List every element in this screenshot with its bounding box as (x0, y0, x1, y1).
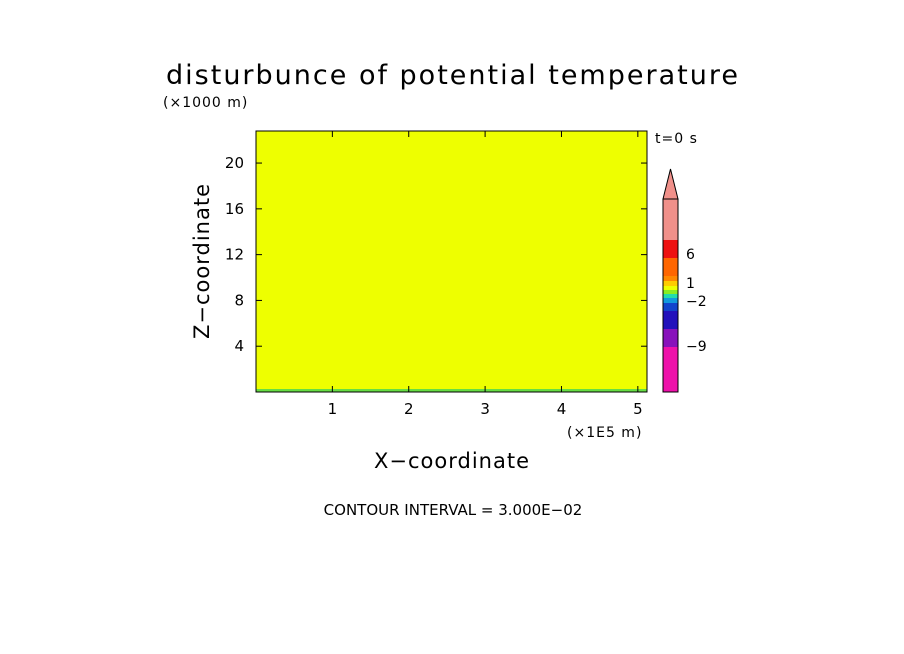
chart-title: disturbunce of potential temperature (166, 60, 740, 91)
colorbar-tick-label: −2 (686, 294, 707, 310)
colorbar-segment (663, 281, 678, 286)
colorbar-segment (663, 329, 678, 347)
colorbar-tick-label: 1 (686, 276, 695, 292)
colorbar-segment (663, 276, 678, 281)
colorbar-segment (663, 286, 678, 290)
x-tick-label: 3 (480, 400, 490, 418)
x-axis: 1 2 3 4 5 (328, 131, 643, 418)
colorbar-segment (663, 258, 678, 276)
y-tick-label: 16 (225, 200, 244, 218)
colorbar-tick-label: 6 (686, 247, 695, 263)
y-axis-label: Z−coordinate (190, 183, 214, 339)
y-axis: 4 8 12 16 20 (225, 154, 647, 355)
y-tick-label: 20 (225, 154, 244, 172)
field-bottom-edge (256, 389, 647, 392)
y-tick-label: 12 (225, 246, 244, 264)
x-axis-label: X−coordinate (374, 449, 530, 473)
contour-interval-label: CONTOUR INTERVAL = 3.000E−02 (324, 501, 583, 519)
x-unit-label: (×1E5 m) (567, 425, 642, 441)
colorbar: 6 1 −2 −9 (662, 168, 707, 393)
x-tick-label: 5 (633, 400, 643, 418)
x-tick-label: 4 (557, 400, 567, 418)
colorbar-segment (663, 347, 678, 392)
colorbar-segment (663, 298, 678, 303)
colorbar-segment (663, 294, 678, 298)
y-tick-label: 4 (234, 337, 244, 355)
colorbar-segment (663, 240, 678, 258)
x-tick-label: 1 (328, 400, 338, 418)
x-tick-label: 2 (404, 400, 414, 418)
colorbar-segment (663, 199, 678, 240)
colorbar-segment (663, 290, 678, 294)
field-fill (256, 131, 647, 392)
colorbar-segment (663, 303, 678, 311)
colorbar-segment (663, 311, 678, 329)
y-tick-label: 8 (234, 291, 244, 309)
colorbar-tick-label: −9 (686, 339, 707, 355)
colorbar-frame (662, 198, 679, 393)
y-unit-label: (×1000 m) (163, 95, 248, 111)
plot-frame (255, 130, 648, 393)
time-label: t=0 s (655, 131, 698, 147)
colorbar-extend-arrow (662, 168, 679, 200)
